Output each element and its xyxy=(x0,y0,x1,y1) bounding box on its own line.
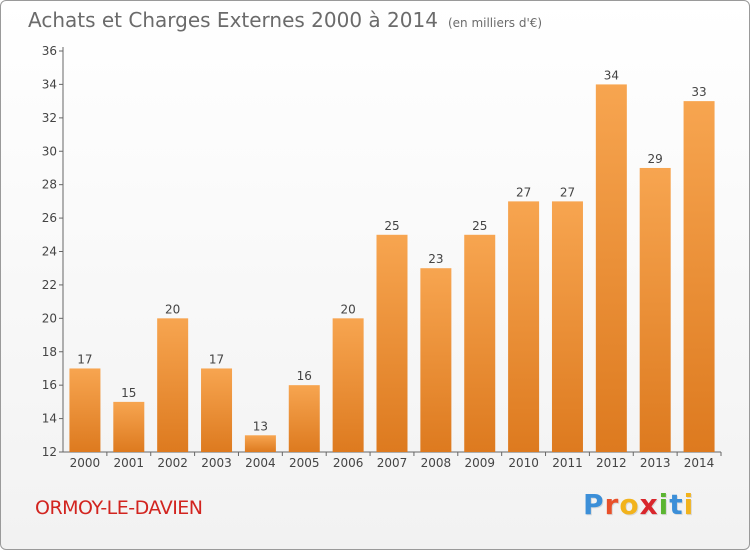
bar-value-label: 25 xyxy=(384,219,399,233)
x-axis: 2000 2001 2002 2003 2004 2005 2006 2007 2008 2009… xyxy=(63,451,722,470)
y-tick-label: 36 xyxy=(42,44,57,58)
bar xyxy=(157,318,189,452)
bar xyxy=(113,401,145,452)
bar xyxy=(244,435,276,452)
x-tick-label: 2003 xyxy=(201,456,232,470)
bar-value-label: 29 xyxy=(648,152,663,166)
bar xyxy=(551,201,583,452)
bar-value-label: 20 xyxy=(340,302,355,316)
logo-letter: t xyxy=(669,488,684,521)
y-tick-label: 20 xyxy=(42,311,57,325)
y-tick-label: 26 xyxy=(42,211,57,225)
bar xyxy=(332,318,364,452)
chart-unit: (en milliers d'€) xyxy=(447,16,543,30)
y-tick-label: 12 xyxy=(42,445,57,459)
bar xyxy=(201,368,233,452)
bar xyxy=(464,234,496,452)
bar xyxy=(376,234,408,452)
bars xyxy=(69,84,715,453)
x-tick-label: 2006 xyxy=(333,456,364,470)
bar xyxy=(639,167,671,453)
bar-value-label: 27 xyxy=(516,185,531,199)
x-tick-label: 2001 xyxy=(114,456,145,470)
proxiti-logo: Proxiti xyxy=(583,488,694,521)
bar xyxy=(420,268,452,452)
y-tick-label: 34 xyxy=(42,77,57,91)
bar-value-label: 17 xyxy=(209,352,224,366)
logo-letter: x xyxy=(639,488,659,521)
bar xyxy=(683,101,715,452)
bar-value-label: 27 xyxy=(560,185,575,199)
bar xyxy=(288,385,320,452)
y-tick-label: 24 xyxy=(42,245,57,259)
bar-value-label: 13 xyxy=(253,419,268,433)
y-tick-label: 14 xyxy=(42,412,57,426)
logo-letter: i xyxy=(683,488,695,521)
y-tick-label: 32 xyxy=(42,111,57,125)
bar-value-label: 34 xyxy=(604,68,619,82)
logo-letter: o xyxy=(619,488,640,521)
y-tick-label: 18 xyxy=(42,345,57,359)
y-axis: 12 14 16 18 20 22 24 26 28 30 32 34 36 xyxy=(42,44,64,459)
value-labels: 17 15 20 17 13 16 20 25 23 25 27 27 34 29 33 xyxy=(77,68,706,433)
x-tick-label: 2000 xyxy=(70,456,101,470)
bar-value-label: 15 xyxy=(121,386,136,400)
x-tick-label: 2013 xyxy=(640,456,671,470)
y-tick-label: 30 xyxy=(42,144,57,158)
bar-value-label: 17 xyxy=(77,352,92,366)
bar-value-label: 20 xyxy=(165,302,180,316)
logo-letter: r xyxy=(604,488,620,521)
y-tick-label: 16 xyxy=(42,378,57,392)
bar xyxy=(595,84,627,453)
y-tick-label: 28 xyxy=(42,178,57,192)
commune-name: ORMOY-LE-DAVIEN xyxy=(35,497,203,519)
x-tick-label: 2008 xyxy=(421,456,452,470)
bar xyxy=(508,201,540,452)
x-tick-label: 2009 xyxy=(464,456,495,470)
x-tick-label: 2002 xyxy=(157,456,188,470)
bar-value-label: 16 xyxy=(297,369,312,383)
bar-value-label: 25 xyxy=(472,219,487,233)
logo-letter: P xyxy=(583,488,605,521)
x-tick-label: 2012 xyxy=(596,456,627,470)
x-tick-label: 2010 xyxy=(508,456,539,470)
x-tick-label: 2007 xyxy=(377,456,408,470)
y-tick-label: 22 xyxy=(42,278,57,292)
logo-letter: i xyxy=(658,488,670,521)
x-tick-label: 2011 xyxy=(552,456,583,470)
chart-title-text: Achats et Charges Externes 2000 à 2014 xyxy=(28,8,438,32)
x-tick-label: 2014 xyxy=(684,456,715,470)
bar-value-label: 33 xyxy=(691,85,706,99)
x-tick-label: 2004 xyxy=(245,456,276,470)
x-tick-label: 2005 xyxy=(289,456,320,470)
bar xyxy=(69,368,101,452)
bar-value-label: 23 xyxy=(428,252,443,266)
chart-title: Achats et Charges Externes 2000 à 2014 (e… xyxy=(28,8,542,32)
